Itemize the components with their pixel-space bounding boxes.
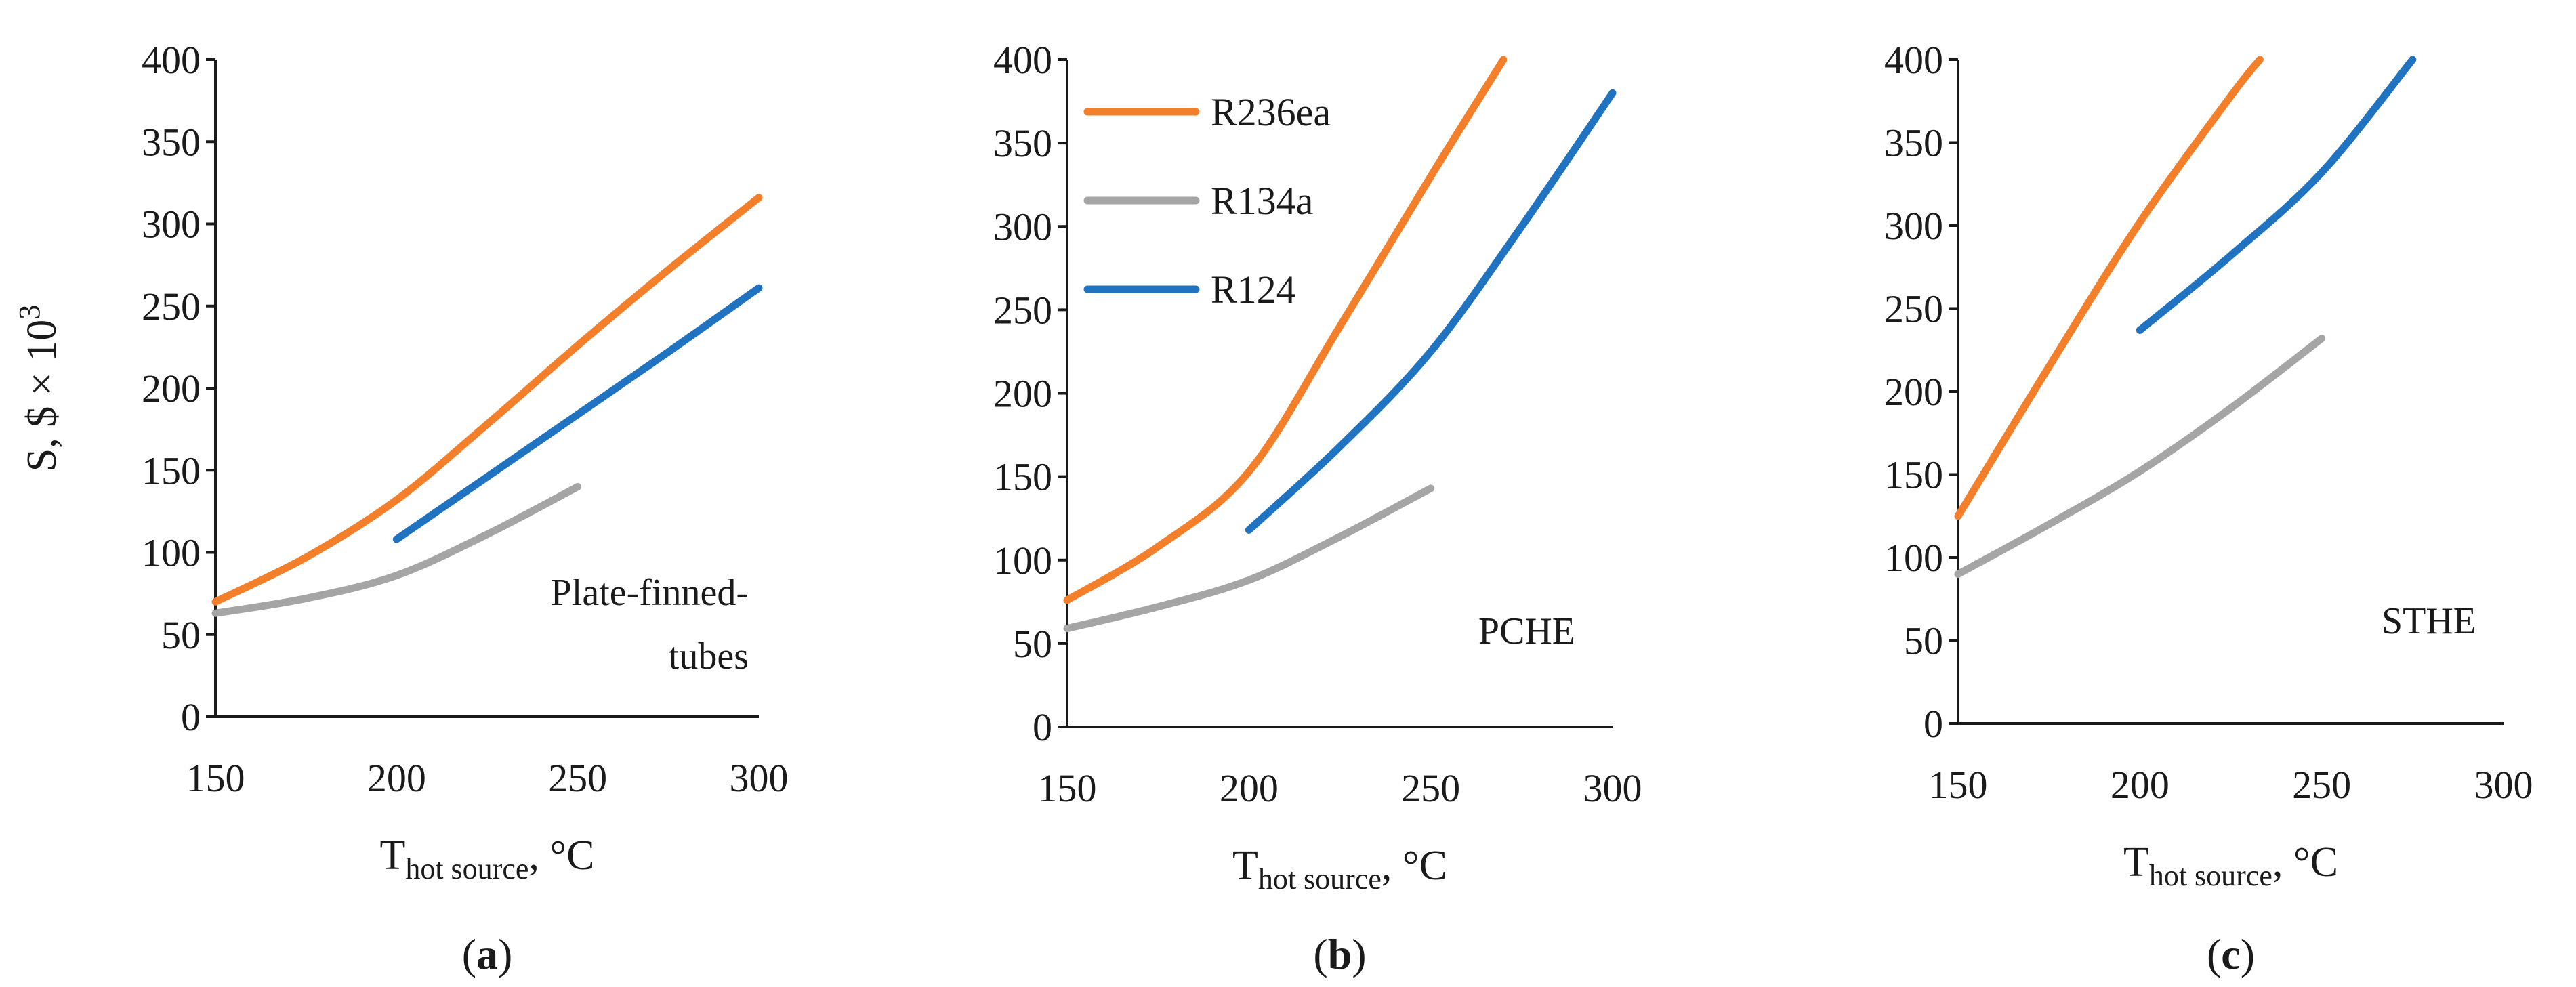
y-tick-label: 100 — [1884, 536, 1943, 580]
y-axis-title-exponent: 3 — [13, 305, 46, 320]
x-axis-title-main: T — [379, 833, 405, 879]
panel-label-close: ) — [498, 930, 512, 978]
series-line-r124 — [2136, 56, 2417, 334]
y-tick-label: 50 — [1904, 619, 1943, 663]
y-tick-label: 200 — [142, 366, 201, 411]
y-tick-label: 250 — [1884, 287, 1943, 331]
x-axis-title-unit: , °C — [2272, 839, 2338, 885]
annotation-text: tubes — [669, 635, 749, 677]
legend-label-r134a: R134a — [1211, 179, 1313, 223]
chart-panel-a: 0 50 100 150 200 250 300 350 400 150 200 250 300 Thot… — [13, 38, 789, 978]
x-tick-label: 300 — [730, 756, 789, 800]
series-line-r124 — [1245, 89, 1617, 534]
legend-label-r236ea: R236ea — [1211, 90, 1331, 134]
x-axis-title: Thot source, °C — [2123, 839, 2338, 892]
x-axis-title-unit: , °C — [1382, 843, 1447, 889]
y-tick-label: 350 — [142, 120, 201, 164]
panel-label: (b) — [1313, 930, 1366, 978]
panel-label-letter: b — [1328, 930, 1352, 978]
chart-panel-c: 0 50 100 150 200 250 300 350 400 150 200 250 300 Thot… — [1884, 38, 2533, 978]
x-axis-title-unit: , °C — [528, 833, 594, 879]
y-tick-label: 200 — [1884, 370, 1943, 414]
y-tick-label: 0 — [181, 695, 201, 739]
y-tick-label: 250 — [142, 285, 201, 329]
y-tick-label: 50 — [1013, 622, 1052, 666]
x-tick-label: 250 — [2292, 763, 2351, 807]
series-line-r236ea — [1954, 56, 2264, 520]
y-tick-label: 400 — [1884, 38, 1943, 82]
x-tick-label: 300 — [2474, 763, 2533, 807]
x-axis-title-main: T — [1232, 843, 1258, 889]
panel-label: (a) — [462, 930, 513, 978]
y-axis-title: S, $ × 103 — [13, 305, 65, 471]
series-line-r134a — [1954, 335, 2326, 578]
y-axis-title-main: S, $ × 10 — [19, 320, 65, 471]
x-tick-label: 200 — [1220, 766, 1279, 810]
panel-label-close: ) — [1352, 930, 1366, 978]
y-tick-label: 100 — [142, 531, 201, 575]
y-tick-label: 400 — [142, 38, 201, 82]
x-tick-label: 200 — [367, 756, 426, 800]
series-line-r236ea — [211, 194, 763, 606]
x-axis-title: Thot source, °C — [1232, 843, 1447, 896]
y-tick-label: 250 — [993, 288, 1052, 332]
series-line-r236ea — [1063, 56, 1508, 604]
panel-label-close: ) — [2241, 930, 2255, 978]
series-line-r124 — [392, 284, 763, 543]
annotation-text: STHE — [2382, 600, 2476, 642]
x-tick-label: 150 — [186, 756, 245, 800]
panel-label-open: ( — [2207, 930, 2221, 978]
x-axis-title-subscript: hot source — [2149, 859, 2272, 892]
x-tick-label: 150 — [1038, 766, 1097, 810]
y-tick-label: 150 — [993, 455, 1052, 499]
legend-label-r124: R124 — [1211, 268, 1296, 312]
panel-label-open: ( — [1313, 930, 1327, 978]
y-tick-label: 350 — [993, 121, 1052, 165]
panel-label-letter: c — [2221, 930, 2240, 978]
y-tick-label: 150 — [142, 448, 201, 492]
chart-panel-b: 0 50 100 150 200 250 300 350 400 150 200 250 300 Thot… — [993, 38, 1642, 978]
panel-label: (c) — [2207, 930, 2255, 978]
y-tick-label: 400 — [993, 38, 1052, 82]
y-tick-label: 300 — [1884, 204, 1943, 248]
y-tick-label: 300 — [142, 203, 201, 247]
y-tick-label: 50 — [161, 613, 201, 657]
x-tick-label: 250 — [1401, 766, 1460, 810]
annotation-text: Plate-finned- — [551, 572, 749, 614]
y-tick-label: 300 — [993, 205, 1052, 249]
y-tick-label: 350 — [1884, 121, 1943, 165]
y-tick-label: 100 — [993, 539, 1052, 583]
x-axis-title-subscript: hot source — [405, 852, 528, 885]
y-tick-label: 0 — [1924, 702, 1943, 746]
x-tick-label: 250 — [548, 756, 607, 800]
x-tick-label: 150 — [1929, 763, 1988, 807]
series-line-r134a — [211, 483, 582, 617]
y-tick-label: 0 — [1033, 705, 1052, 749]
y-tick-label: 150 — [1884, 453, 1943, 497]
panel-label-letter: a — [476, 930, 498, 978]
x-axis-title-main: T — [2123, 839, 2149, 885]
y-tick-label: 200 — [993, 372, 1052, 416]
panel-label-open: ( — [462, 930, 476, 978]
legend: R236ea R134a R124 — [1083, 90, 1331, 312]
x-tick-label: 200 — [2111, 763, 2169, 807]
x-axis-title: Thot source, °C — [379, 833, 594, 885]
x-axis-title-subscript: hot source — [1258, 862, 1382, 896]
series-line-r134a — [1063, 484, 1435, 633]
x-tick-label: 300 — [1583, 766, 1642, 810]
annotation-text: PCHE — [1478, 610, 1575, 652]
